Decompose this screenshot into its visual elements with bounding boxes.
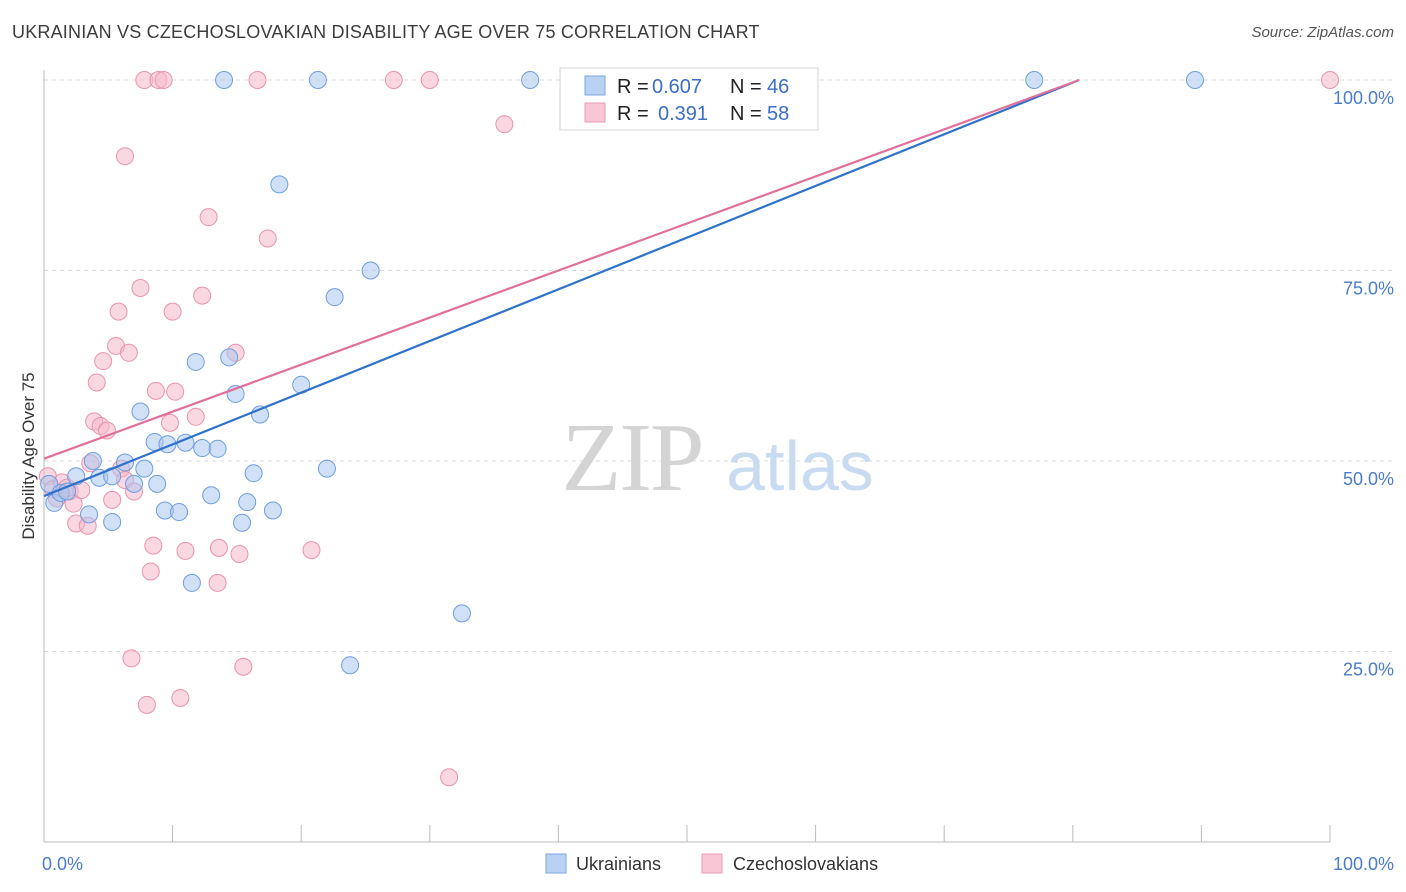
watermark-zip: ZIP (562, 404, 703, 512)
chart-source: Source: ZipAtlas.com (1251, 24, 1394, 41)
stats-r-value-pink: 0.391 (658, 103, 708, 125)
legend-swatch-czechoslovakians (701, 853, 723, 874)
x-axis-ticks (43, 825, 1331, 842)
ukrainians-point-18 (170, 503, 189, 522)
chart-title: UKRAINIAN VS CZECHOSLOVAKIAN DISABILITY … (12, 22, 760, 42)
stats-legend: R = 0.607 N = 46 R = 0.391 N = 58 (559, 67, 819, 131)
ukrainians-point-13 (135, 459, 154, 478)
czechoslovakians-point-33 (161, 413, 180, 432)
czechoslovakians-point-22 (119, 343, 138, 362)
y-axis-title: Disability Age Over 75 (19, 372, 38, 539)
ukrainians-point-33 (270, 175, 289, 194)
ukrainians-point-20 (182, 573, 201, 592)
czechoslovakians-point-46 (248, 71, 267, 89)
czechoslovakians-point-29 (144, 536, 163, 555)
czechoslovakians-point-28 (141, 562, 160, 581)
ukrainians-point-35 (308, 71, 327, 89)
legend-label-czechoslovakians: Czechoslovakians (733, 854, 878, 874)
czechoslovakians-point-52 (495, 115, 514, 134)
czechoslovakians-point-40 (199, 208, 218, 227)
czechoslovakians-point-41 (208, 573, 227, 592)
czechoslovakians-point-39 (193, 286, 212, 305)
stats-r-label-pink: R = (617, 103, 649, 125)
czechoslovakians-point-21 (116, 147, 135, 166)
ukrainians-points (40, 71, 1204, 675)
ukrainians-point-11 (125, 474, 144, 493)
y-tick-label-1: 50.0% (1343, 469, 1394, 489)
czechoslovakians-point-18 (109, 302, 128, 321)
ukrainians-point-3 (58, 482, 77, 501)
stats-legend-swatch-blue (584, 75, 606, 96)
czechoslovakians-point-35 (166, 382, 185, 401)
x-tick-label-min: 0.0% (42, 854, 83, 874)
ukrainians-point-6 (83, 452, 102, 470)
czechoslovakians-point-12 (87, 373, 106, 392)
stats-n-label-blue: N = (730, 76, 762, 98)
czechoslovakians-point-49 (384, 71, 403, 89)
stats-n-label-pink: N = (730, 103, 762, 125)
ukrainians-point-43 (1025, 71, 1044, 89)
y-tick-label-0: 25.0% (1343, 660, 1394, 680)
czechoslovakians-trend-line (43, 78, 1080, 460)
czechoslovakians-point-16 (103, 490, 122, 509)
czechoslovakians-point-25 (131, 279, 150, 298)
czechoslovakians-point-37 (176, 541, 195, 560)
ukrainians-point-29 (238, 493, 257, 512)
czechoslovakians-point-14 (94, 352, 113, 371)
czechoslovakians-point-51 (440, 768, 459, 787)
ukrainians-point-39 (361, 261, 380, 280)
czechoslovakians-point-42 (209, 538, 228, 557)
czechoslovakians-point-34 (163, 302, 182, 321)
czechoslovakians-point-45 (234, 657, 253, 676)
ukrainians-point-32 (263, 501, 282, 520)
ukrainians-point-26 (220, 348, 239, 367)
czechoslovakians-point-44 (230, 544, 249, 563)
legend-swatch-ukrainians (545, 853, 567, 874)
stats-n-value-pink: 58 (767, 103, 789, 125)
czechoslovakians-point-48 (302, 541, 321, 560)
ukrainians-point-23 (202, 486, 221, 505)
gridlines (44, 79, 1394, 652)
czechoslovakians-point-30 (146, 381, 165, 400)
series-legend: Ukrainians Czechoslovakians (545, 853, 878, 874)
y-tick-label-2: 75.0% (1343, 279, 1394, 299)
ukrainians-point-25 (215, 71, 234, 89)
ukrainians-point-37 (325, 288, 344, 307)
ukrainians-point-40 (452, 604, 471, 623)
czechoslovakians-point-32 (154, 71, 173, 89)
y-tick-labels: 25.0% 50.0% 75.0% 100.0% (1333, 88, 1394, 680)
ukrainians-point-12 (131, 402, 150, 421)
czechoslovakians-point-27 (137, 695, 156, 714)
legend-label-ukrainians: Ukrainians (576, 854, 661, 874)
czechoslovakians-point-38 (186, 407, 205, 426)
ukrainians-point-38 (341, 656, 360, 675)
ukrainians-point-22 (193, 439, 212, 458)
ukrainians-point-30 (244, 464, 263, 483)
czechoslovakians-point-50 (420, 71, 439, 89)
ukrainians-point-41 (521, 71, 540, 89)
czechoslovakians-point-23 (122, 649, 141, 668)
ukrainians-trend-line (43, 78, 1080, 498)
ukrainians-point-24 (208, 439, 227, 458)
ukrainians-point-44 (1185, 71, 1204, 89)
czechoslovakians-point-53 (1321, 71, 1339, 89)
ukrainians-point-9 (103, 512, 122, 531)
stats-legend-swatch-pink (584, 102, 606, 123)
y-tick-label-3: 100.0% (1333, 88, 1394, 108)
ukrainians-point-36 (317, 459, 336, 478)
czechoslovakians-point-47 (258, 229, 277, 248)
stats-r-label-blue: R = (617, 76, 649, 98)
ukrainians-point-15 (148, 474, 167, 493)
stats-n-value-blue: 46 (767, 76, 789, 98)
ukrainians-point-21 (186, 352, 205, 371)
watermark-atlas: atlas (726, 427, 874, 505)
stats-r-value-blue: 0.607 (652, 76, 702, 98)
trend-lines (43, 78, 1080, 498)
czechoslovakians-point-36 (171, 688, 190, 707)
ukrainians-point-5 (80, 505, 99, 524)
x-tick-label-max: 100.0% (1333, 854, 1394, 874)
ukrainians-point-28 (233, 513, 252, 532)
